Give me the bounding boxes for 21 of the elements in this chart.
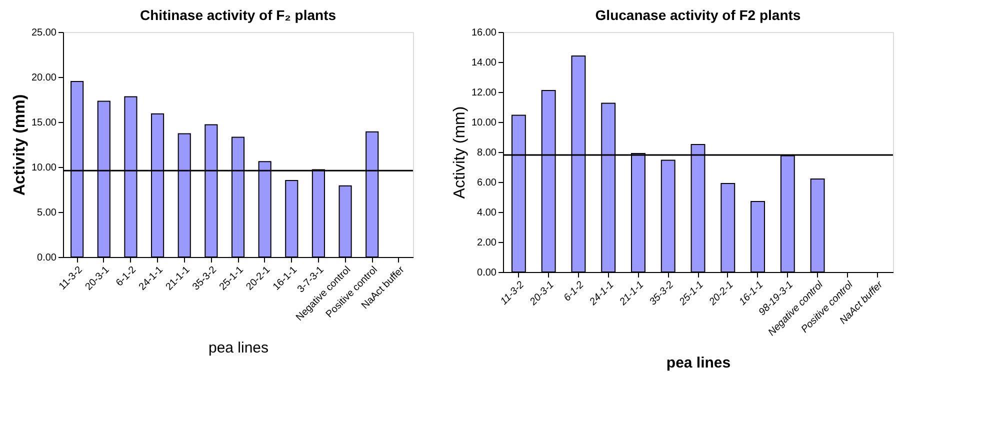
x-axis-title: pea lines <box>666 354 731 372</box>
y-axis-title: Activity (mm) <box>11 94 28 196</box>
y-tick-label: 10.00 <box>31 162 57 174</box>
y-tick-label: 12.00 <box>471 88 497 98</box>
y-tick-label: 20.00 <box>31 72 57 84</box>
x-axis-title: pea lines <box>208 340 269 357</box>
y-tick-label: 5.00 <box>37 208 57 218</box>
y-tick-label: 4.00 <box>477 208 497 218</box>
y-tick-label: 25.00 <box>31 28 57 38</box>
y-axis-title: Activity (mm) <box>451 106 468 199</box>
y-tick-label: 15.00 <box>31 118 57 128</box>
y-tick-label: 0.00 <box>477 268 497 278</box>
y-tick-label: 0.00 <box>37 252 57 264</box>
chart-title: Chitinase activity of F₂ plants <box>140 7 336 23</box>
y-tick-label: 16.00 <box>471 28 497 38</box>
y-tick-label: 6.00 <box>477 178 497 188</box>
y-tick-label: 10.00 <box>471 118 497 128</box>
y-tick-label: 14.00 <box>471 58 497 68</box>
y-tick-label: 8.00 <box>477 148 497 158</box>
chart-title: Glucanase activity of F2 plants <box>595 7 801 23</box>
y-tick-label: 2.00 <box>477 238 497 248</box>
